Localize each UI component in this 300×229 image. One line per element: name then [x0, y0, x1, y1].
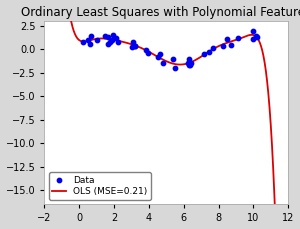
- Data: [105, 35, 110, 39]
- Data: [160, 61, 165, 64]
- Data: [145, 52, 150, 55]
- Data: [225, 38, 230, 41]
- Data: [116, 40, 120, 44]
- Data: [144, 48, 148, 51]
- OLS (MSE=0.21): [186, 62, 190, 65]
- Data: [235, 36, 240, 39]
- Data: [189, 61, 194, 65]
- Title: Ordinary Least Squares with Polynomial Features: Ordinary Least Squares with Polynomial F…: [21, 5, 300, 19]
- Legend: Data, OLS (MSE=0.21): Data, OLS (MSE=0.21): [49, 172, 151, 200]
- Data: [89, 34, 94, 38]
- Data: [211, 46, 215, 49]
- OLS (MSE=0.21): [105, 37, 109, 40]
- Data: [186, 63, 191, 67]
- Data: [254, 35, 259, 39]
- Data: [130, 40, 135, 44]
- Data: [254, 34, 258, 38]
- Data: [157, 52, 162, 56]
- OLS (MSE=0.21): [206, 51, 209, 54]
- Data: [102, 34, 107, 38]
- OLS (MSE=0.21): [226, 41, 230, 44]
- Data: [173, 66, 178, 70]
- Data: [188, 63, 193, 66]
- Data: [171, 57, 176, 61]
- Data: [220, 44, 225, 48]
- Data: [94, 38, 99, 42]
- Data: [113, 36, 118, 40]
- Data: [185, 61, 190, 65]
- Data: [206, 50, 211, 54]
- Data: [130, 45, 135, 49]
- Data: [105, 42, 110, 46]
- Data: [85, 38, 90, 42]
- Data: [202, 52, 207, 56]
- OLS (MSE=0.21): [153, 54, 157, 56]
- Data: [187, 57, 191, 61]
- Data: [80, 40, 85, 44]
- Data: [156, 55, 161, 59]
- Data: [229, 44, 234, 47]
- Data: [108, 40, 113, 44]
- Data: [250, 30, 255, 33]
- Data: [110, 33, 115, 37]
- Data: [132, 44, 137, 47]
- Data: [87, 42, 92, 46]
- Data: [110, 38, 115, 42]
- Line: OLS (MSE=0.21): OLS (MSE=0.21): [44, 0, 288, 229]
- Data: [251, 37, 256, 41]
- Data: [133, 44, 137, 47]
- OLS (MSE=0.21): [86, 40, 89, 42]
